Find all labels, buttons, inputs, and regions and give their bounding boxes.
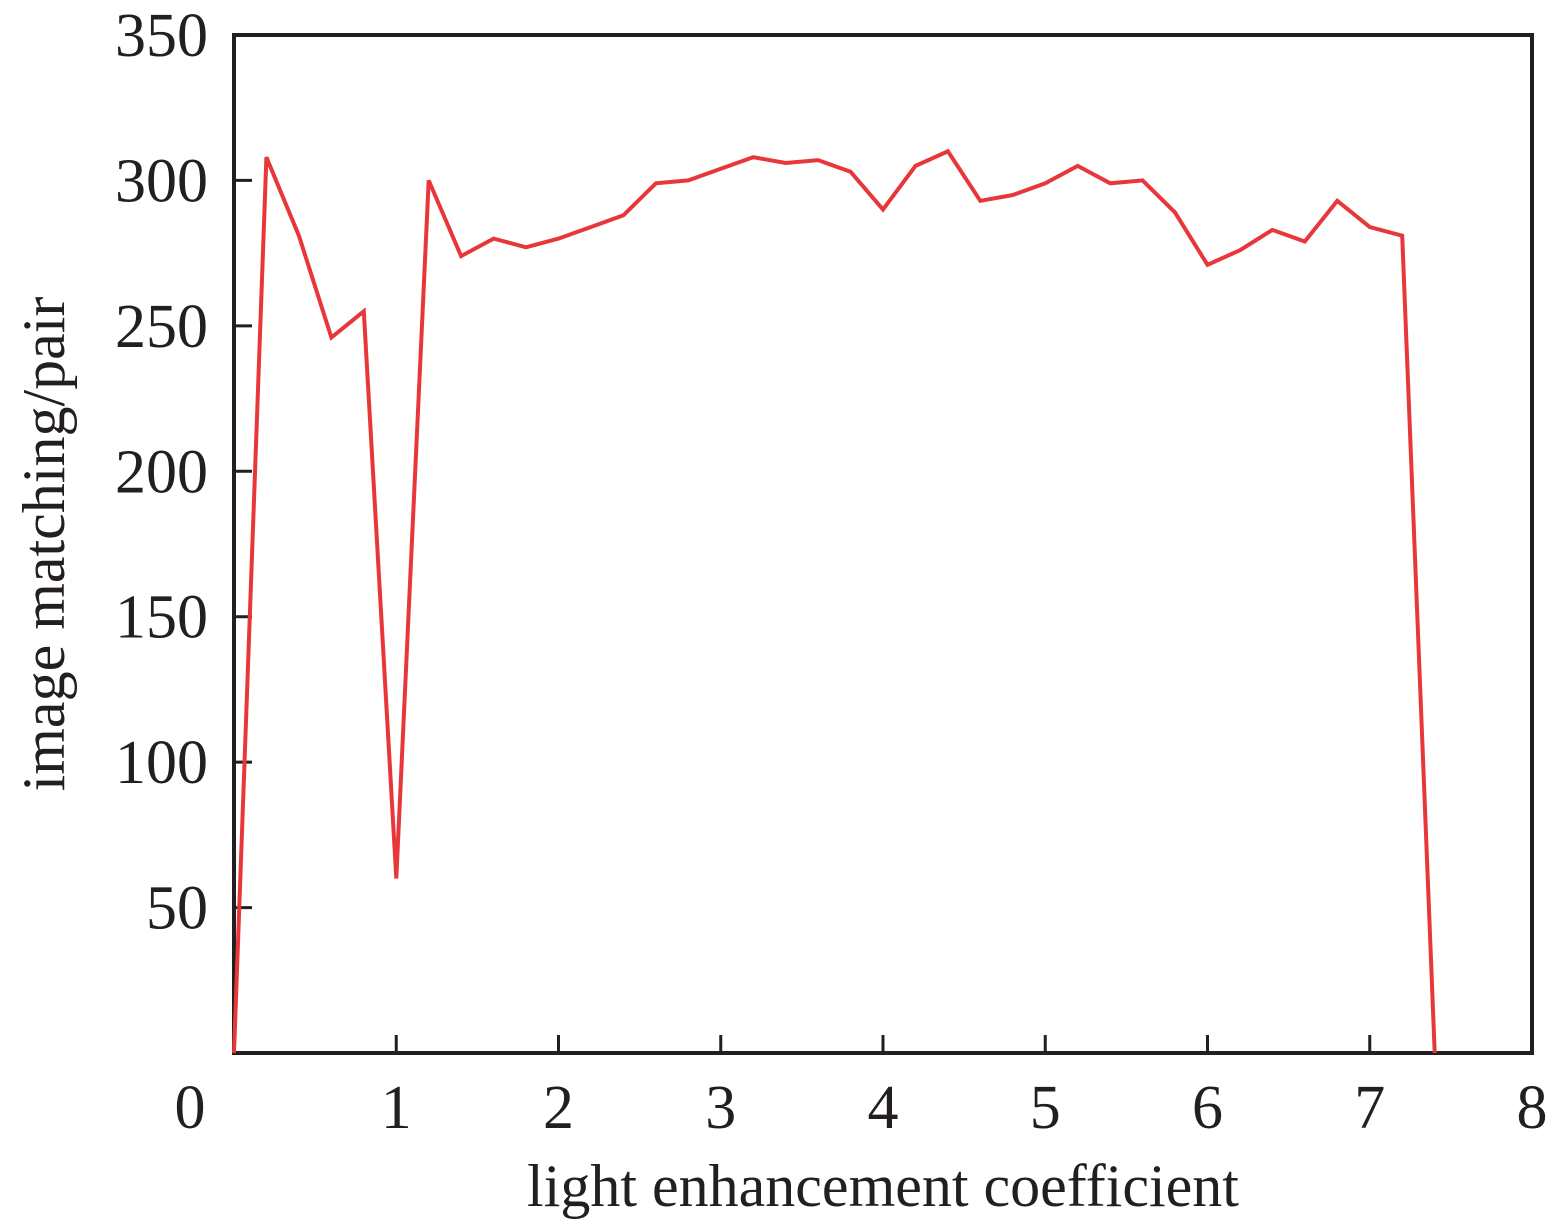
x-tick-label: 7 <box>1354 1074 1385 1142</box>
x-axis-title: light enhancement coefficient <box>527 1153 1239 1219</box>
x-tick-label: 3 <box>705 1074 736 1142</box>
x-tick-label: 4 <box>868 1074 899 1142</box>
x-axis-ticks: 0 1 2 3 4 5 6 7 8 <box>175 1035 1548 1142</box>
x-tick-label: 5 <box>1030 1074 1061 1142</box>
x-tick-label: 6 <box>1192 1074 1223 1142</box>
y-axis-title: image matching/pair <box>11 297 77 792</box>
x-tick-label: 2 <box>543 1074 574 1142</box>
y-tick-label: 100 <box>115 729 208 797</box>
series-layer <box>232 148 1437 1054</box>
y-tick-label: 350 <box>115 2 208 70</box>
y-tick-label: 250 <box>115 293 208 361</box>
y-tick-label: 50 <box>146 875 208 943</box>
x-tick-label: 0 <box>175 1074 206 1142</box>
series-line <box>232 148 1437 1054</box>
x-tick-label: 8 <box>1517 1074 1548 1142</box>
y-tick-label: 300 <box>115 147 208 215</box>
y-tick-label: 200 <box>115 438 208 506</box>
y-tick-label: 150 <box>115 584 208 652</box>
x-tick-label: 1 <box>381 1074 412 1142</box>
y-axis-ticks: 50 100 150 200 250 300 350 <box>115 2 252 943</box>
